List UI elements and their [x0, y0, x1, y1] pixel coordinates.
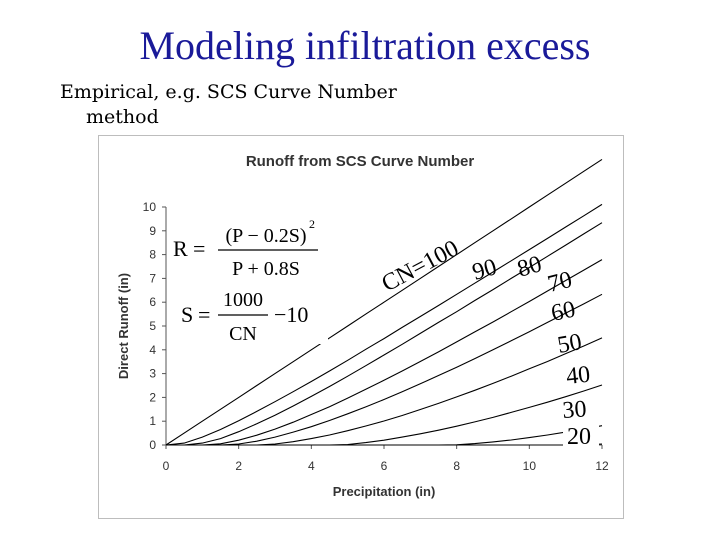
y-tick-label: 3 [149, 367, 156, 381]
eq-s-equals: = [198, 302, 210, 327]
y-tick-label: 5 [149, 319, 156, 333]
x-tick-label: 4 [308, 459, 315, 473]
equation-background [168, 210, 328, 344]
series-line-5 [166, 293, 603, 446]
slide-title: Modeling infiltration excess [139, 23, 591, 68]
series-label-20: 20 [567, 424, 591, 450]
series-label-80: 80 [514, 251, 544, 283]
y-tick-label: 6 [149, 295, 156, 309]
eq-s-tail: −10 [274, 302, 308, 327]
y-tick-label: 9 [149, 224, 156, 238]
series-line-7 [166, 384, 603, 446]
series-line-2 [165, 203, 603, 446]
y-tick-label: 7 [149, 271, 156, 285]
x-tick-label: 12 [595, 459, 609, 473]
chart-title: Runoff from SCS Curve Number [246, 153, 475, 170]
series-label-50: 50 [556, 329, 584, 359]
eq-r-denominator: P + 0.8S [232, 258, 300, 280]
y-tick-label: 4 [149, 343, 156, 357]
y-tick-label: 0 [149, 438, 156, 452]
eq-r-exponent: 2 [309, 217, 315, 231]
series-line-6 [166, 337, 603, 446]
y-tick-label: 1 [149, 414, 156, 428]
series-label-90: 90 [469, 254, 499, 286]
eq-r-numerator: (P − 0.2S) [225, 225, 306, 247]
series-line-3 [166, 222, 603, 446]
y-tick-label: 2 [149, 390, 156, 404]
series-line-1 [165, 158, 603, 446]
series-label-30: 30 [562, 396, 588, 424]
x-tick-label: 8 [453, 459, 460, 473]
y-axis-label: Direct Runoff (in) [116, 273, 131, 379]
eq-r-lhs: R [173, 236, 188, 261]
eq-s-denominator: CN [229, 323, 257, 345]
x-tick-label: 0 [163, 459, 170, 473]
eq-s-numerator: 1000 [223, 289, 263, 311]
series-label-40: 40 [565, 362, 592, 390]
series-label-cn100: CN=100 [378, 235, 463, 297]
x-tick-label: 10 [523, 459, 537, 473]
chart-series [165, 158, 603, 446]
series-label-20-background [563, 424, 599, 448]
y-tick-label: 10 [143, 200, 157, 214]
bullet-line-1: Empirical, e.g. SCS Curve Number [60, 81, 397, 103]
series-line-4 [166, 259, 603, 446]
x-axis-label: Precipitation (in) [333, 484, 436, 499]
equation-box: R = (P − 0.2S) 2 P + 0.8S S = 1000 CN −1… [168, 210, 328, 345]
series-label-60: 60 [549, 296, 578, 326]
bullet-line-2: method [86, 106, 159, 128]
bullet-text: Empirical, e.g. SCS Curve Number method [60, 80, 397, 130]
series-label-70: 70 [545, 267, 575, 298]
y-tick-label: 8 [149, 248, 156, 262]
eq-r-equals: = [193, 236, 205, 261]
x-tick-label: 2 [235, 459, 242, 473]
series-line-9 [166, 443, 603, 446]
x-tick-label: 6 [381, 459, 388, 473]
eq-s-lhs: S [181, 302, 193, 327]
